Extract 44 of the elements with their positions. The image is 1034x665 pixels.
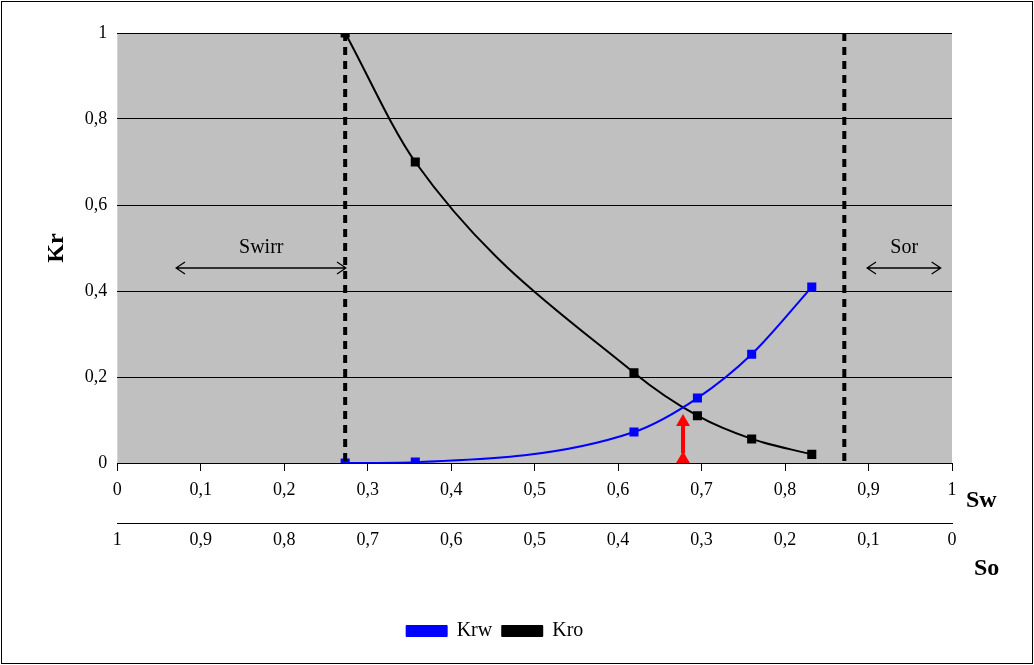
point — [629, 368, 639, 378]
x2-tick-label: 0,3 — [690, 528, 713, 549]
point — [807, 449, 817, 459]
x2-tick-label: 1 — [112, 528, 122, 549]
x2-tick-label: 0 — [947, 528, 957, 549]
point — [410, 157, 420, 167]
x-axis-title: Sw — [966, 486, 998, 513]
x-tick-label: 0,5 — [523, 478, 546, 499]
legend-label: Kro — [552, 618, 584, 641]
annotation: Sor — [890, 235, 919, 258]
x-tick-label: 0,6 — [606, 478, 630, 499]
legend-label: Krw — [456, 618, 493, 641]
x2-tick-label: 0,1 — [857, 528, 880, 549]
x2-tick-label: 0,5 — [523, 528, 546, 549]
x2-tick-label: 0,9 — [189, 528, 213, 549]
x-tick-label: 0,1 — [189, 478, 213, 499]
annotation: Swirr — [239, 235, 284, 258]
x2-tick-label: 0,4 — [606, 528, 630, 549]
y-tick-label: 0,8 — [84, 107, 108, 128]
y-tick-label: 0 — [98, 451, 108, 472]
x2-tick-label: 0,7 — [356, 528, 379, 549]
y-tick-label: 0,2 — [84, 365, 108, 386]
y-tick-label: 0,6 — [84, 193, 108, 214]
y-tick-label: 0,4 — [84, 279, 108, 300]
point — [747, 349, 757, 359]
x2-tick-label: 0,8 — [272, 528, 296, 549]
x2-axis-title: So — [974, 554, 1000, 581]
y-tick-label: 1 — [98, 21, 108, 42]
x-tick-label: 0,8 — [773, 478, 797, 499]
x-tick-label: 1 — [947, 478, 957, 499]
x2-tick-label: 0,2 — [773, 528, 797, 549]
x-tick-label: 0,9 — [857, 478, 880, 499]
x-tick-label: 0,2 — [272, 478, 296, 499]
x-tick-label: 0,4 — [439, 478, 463, 499]
point — [629, 427, 639, 437]
x-tick-label: 0,3 — [356, 478, 379, 499]
x-tick-label: 0,7 — [690, 478, 713, 499]
x2-tick-label: 0,6 — [439, 528, 463, 549]
y-axis-title: Kr — [41, 233, 68, 263]
point — [692, 411, 702, 421]
point — [807, 282, 817, 292]
point — [692, 393, 702, 403]
x-tick-label: 0 — [112, 478, 122, 499]
point — [747, 434, 757, 444]
